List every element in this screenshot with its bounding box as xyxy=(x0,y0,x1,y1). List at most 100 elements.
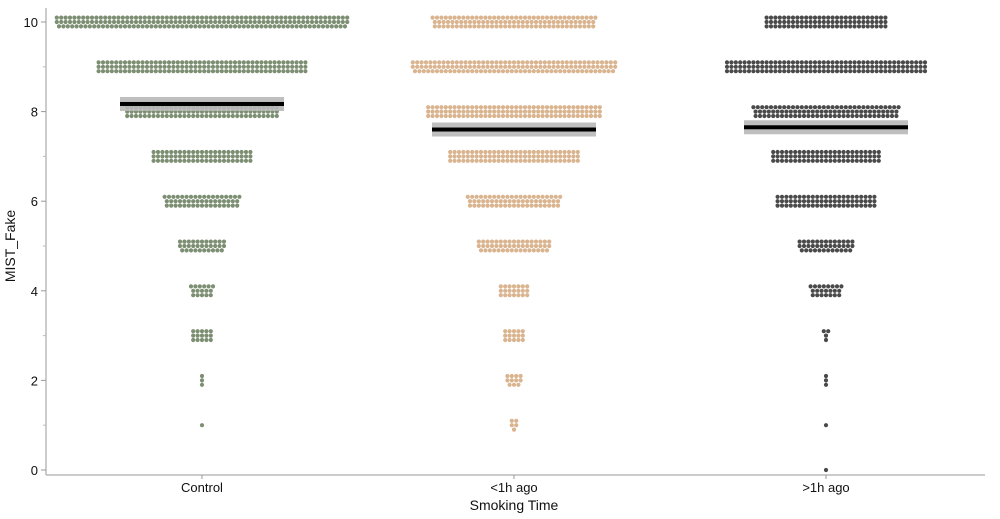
data-point xyxy=(151,15,156,20)
data-point xyxy=(522,149,528,155)
data-point xyxy=(867,203,873,208)
data-point xyxy=(804,15,809,20)
data-point xyxy=(182,243,187,249)
data-point xyxy=(169,154,174,159)
data-point xyxy=(250,60,255,65)
data-point xyxy=(786,24,791,29)
data-point xyxy=(507,19,512,25)
data-point xyxy=(551,203,556,208)
data-point xyxy=(122,64,128,69)
data-point xyxy=(456,158,462,163)
data-point xyxy=(821,69,826,74)
data-point xyxy=(494,199,499,204)
data-point xyxy=(525,64,530,69)
data-point xyxy=(483,109,488,114)
data-point xyxy=(790,24,796,29)
data-point xyxy=(580,109,585,114)
data-point xyxy=(503,203,508,208)
data-point xyxy=(217,19,222,25)
data-point xyxy=(527,154,532,159)
data-point xyxy=(160,149,165,155)
data-point xyxy=(522,158,528,163)
data-point xyxy=(415,60,420,65)
data-point xyxy=(276,60,282,65)
data-point xyxy=(518,113,523,119)
x-tick-label: >1h ago xyxy=(802,480,849,495)
data-point xyxy=(182,15,187,20)
data-point xyxy=(177,203,183,208)
data-point xyxy=(859,109,864,114)
data-point xyxy=(191,149,196,155)
data-point xyxy=(208,15,213,20)
data-point xyxy=(481,239,486,244)
data-point xyxy=(498,24,503,29)
data-point xyxy=(199,243,205,249)
data-point xyxy=(448,109,453,114)
data-point xyxy=(575,154,580,159)
data-point xyxy=(503,293,508,298)
data-point xyxy=(487,105,492,110)
data-point xyxy=(760,64,765,69)
data-point xyxy=(213,243,218,249)
data-point xyxy=(423,64,429,69)
data-point xyxy=(125,113,130,119)
data-point xyxy=(243,15,249,20)
data-point xyxy=(465,158,470,163)
data-point xyxy=(507,199,512,204)
data-point xyxy=(856,19,862,25)
data-point xyxy=(294,64,299,69)
data-point xyxy=(287,15,293,20)
data-point xyxy=(142,113,147,119)
data-point xyxy=(547,24,552,29)
data-point xyxy=(762,113,767,119)
data-point xyxy=(500,248,506,253)
data-point xyxy=(241,69,246,74)
data-point xyxy=(94,15,99,20)
data-point xyxy=(151,113,156,119)
data-point xyxy=(208,239,213,244)
data-point xyxy=(779,113,785,119)
data-point xyxy=(533,19,539,25)
data-point xyxy=(500,105,506,110)
data-point xyxy=(542,203,547,208)
data-point xyxy=(533,199,539,204)
data-point xyxy=(230,149,235,155)
data-point xyxy=(483,149,488,155)
data-point xyxy=(841,149,846,155)
data-point xyxy=(169,19,174,25)
data-point xyxy=(474,149,479,155)
data-point xyxy=(608,60,613,65)
data-point xyxy=(564,60,569,65)
data-point xyxy=(841,243,846,249)
data-point xyxy=(542,243,547,249)
data-point xyxy=(549,15,554,20)
data-point xyxy=(177,239,183,244)
data-point xyxy=(184,69,189,74)
data-point xyxy=(856,15,862,20)
data-point xyxy=(426,69,431,74)
data-point xyxy=(498,243,503,249)
data-point xyxy=(804,60,809,65)
data-point xyxy=(575,109,580,114)
data-point xyxy=(892,64,897,69)
data-point xyxy=(171,194,176,199)
data-point xyxy=(547,243,552,249)
y-tick-label: 2 xyxy=(31,373,38,388)
data-point xyxy=(188,64,194,69)
data-point xyxy=(494,243,499,249)
data-point xyxy=(177,243,183,249)
data-point xyxy=(613,60,618,65)
data-point xyxy=(235,113,240,119)
data-point xyxy=(182,203,187,208)
data-point xyxy=(452,149,457,155)
data-point xyxy=(155,19,161,25)
data-point xyxy=(336,15,341,20)
data-point xyxy=(511,427,517,432)
data-point xyxy=(784,113,789,119)
data-point xyxy=(476,19,481,25)
data-point xyxy=(566,158,572,163)
data-point xyxy=(191,288,196,293)
data-point xyxy=(514,154,519,159)
data-point xyxy=(505,69,510,74)
data-point xyxy=(850,203,855,208)
